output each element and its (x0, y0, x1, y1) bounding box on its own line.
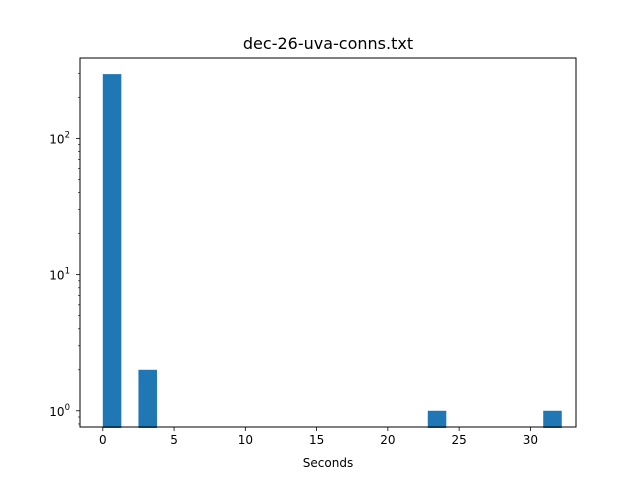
y-tick-label: 101 (49, 267, 70, 283)
x-tick-label: 0 (99, 433, 107, 447)
chart-title: dec-26-uva-conns.txt (243, 34, 413, 53)
x-tick-label: 25 (451, 433, 466, 447)
y-tick-base: 10 (49, 269, 64, 283)
x-axis-label: Seconds (303, 456, 353, 470)
histogram-bar (138, 369, 157, 428)
x-tick-label: 20 (380, 433, 395, 447)
x-tick-label: 5 (170, 433, 178, 447)
x-tick-label: 15 (309, 433, 324, 447)
plot-frame (79, 57, 577, 428)
x-tick-label: 30 (523, 433, 538, 447)
y-tick-base: 10 (49, 132, 64, 146)
y-tick-label: 102 (49, 130, 70, 146)
y-tick-base: 10 (49, 405, 64, 419)
y-tick-exponent: 0 (65, 403, 70, 413)
histogram-bar (543, 410, 562, 428)
y-tick-exponent: 2 (65, 130, 70, 140)
x-tick-label: 10 (238, 433, 253, 447)
y-tick-exponent: 1 (65, 267, 70, 277)
histogram-bar (102, 74, 122, 429)
y-tick-label: 100 (49, 403, 70, 419)
histogram-bar (427, 410, 447, 428)
bars-layer (102, 74, 562, 429)
